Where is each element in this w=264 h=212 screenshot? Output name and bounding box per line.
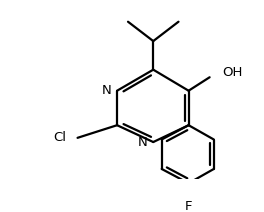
Text: OH: OH: [222, 66, 243, 79]
Text: Cl: Cl: [54, 131, 67, 144]
Text: N: N: [138, 135, 147, 149]
Text: F: F: [185, 200, 192, 212]
Text: N: N: [101, 84, 111, 97]
